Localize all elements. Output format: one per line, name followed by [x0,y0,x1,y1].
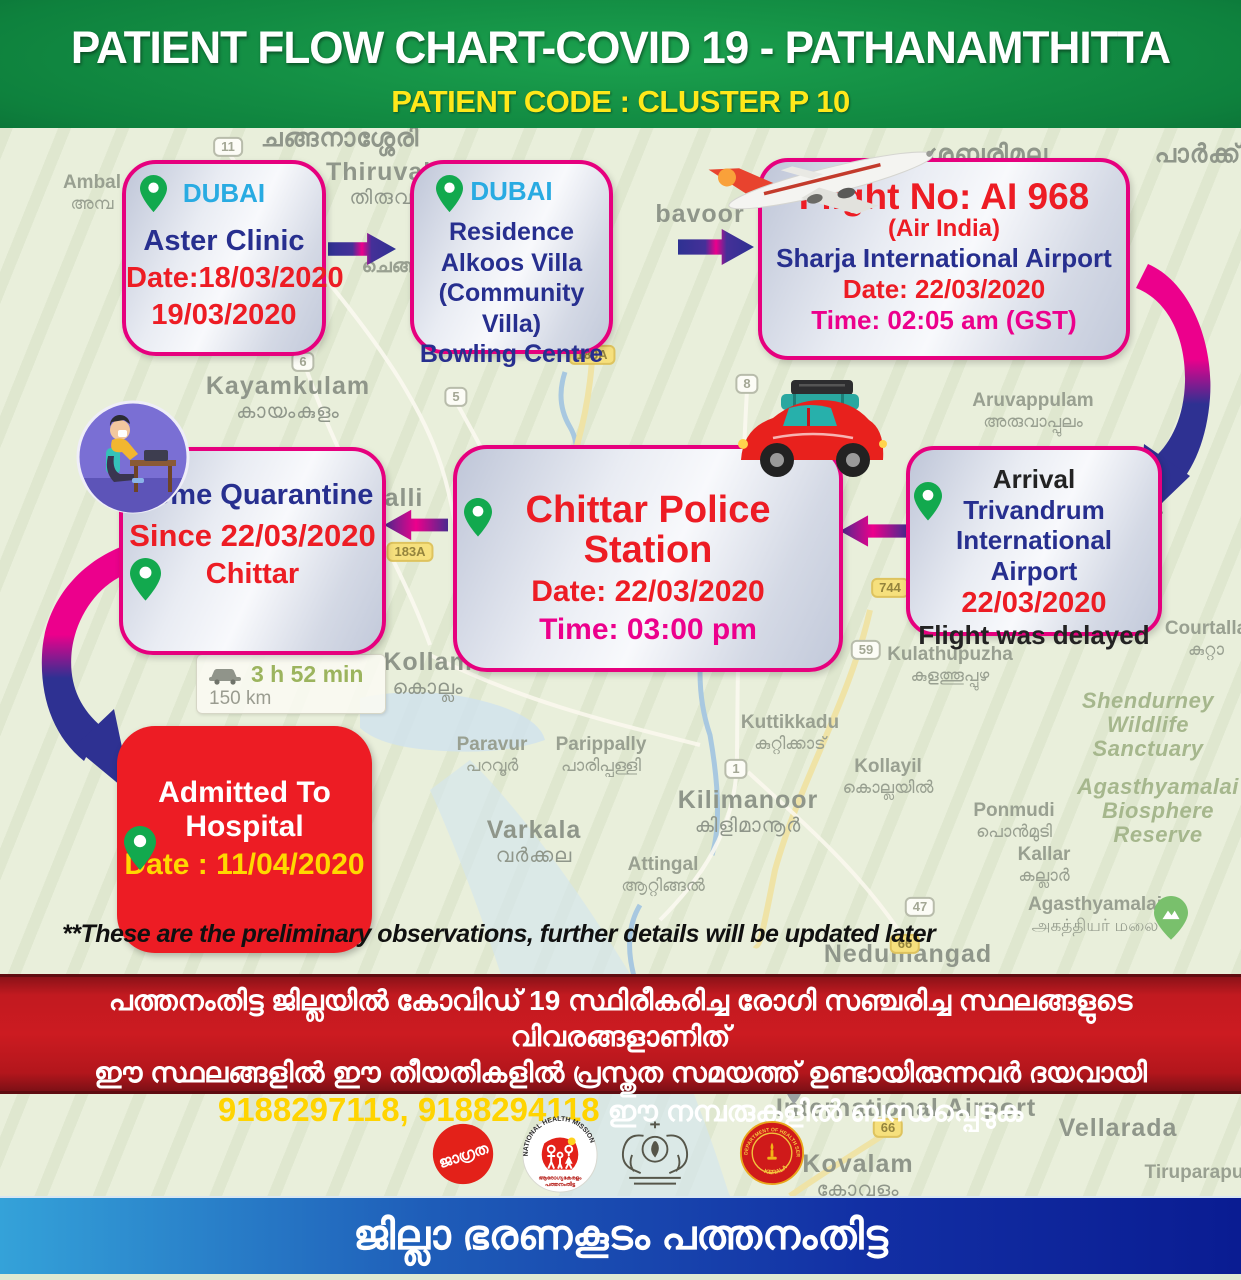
header-banner: PATIENT FLOW CHART-COVID 19 - PATHANAMTH… [0,0,1241,128]
footer-banner: ജില്ലാ ഭരണകൂടം പത്തനംതിട്ട [0,1196,1241,1280]
flight-carrier: (Air India) [888,215,1000,242]
location-label: DUBAI [470,176,553,206]
arrow-left-icon [840,515,906,547]
route-distance: 150 km [209,688,272,709]
location-pin-icon [436,175,463,217]
location-pin-icon [140,175,167,217]
arrow-left-icon [384,509,448,541]
arrival-city: Trivandrum [963,494,1105,525]
patient-code: PATIENT CODE : CLUSTER P 10 [391,84,850,119]
clinic-name: Aster Clinic [143,225,305,257]
police-visit-date: Date: 22/03/2020 [531,574,765,608]
location-pin-icon [124,826,156,875]
quarantine-place: Chittar [205,558,300,590]
flow-box-home-quarantine: Home Quarantine Since 22/03/2020 Chittar [119,447,386,655]
location-pin-icon [914,482,942,526]
quarantine-since: Since 22/03/2020 [129,518,376,553]
dhs-kerala-logo: DEPARTMENT OF HEALTH SERVICES KERALA [737,1116,805,1191]
person-quarantine-illustration [76,400,190,514]
residence-line: (Community Villa) [438,279,585,338]
lamp-icon [767,1142,777,1160]
police-visit-time: Time: 03:00 pm [539,612,757,646]
location-pin-icon [130,558,161,606]
poster-title: PATIENT FLOW CHART-COVID 19 - PATHANAMTH… [70,22,1171,73]
banner-line-1: പത്തനംതിട്ട ജില്ലയിൽ കോവിഡ് 19 സ്ഥിരീകരി… [108,985,1133,1052]
arrival-airport: International Airport [955,525,1112,587]
route-info-box: 3 h 52 min 150 km [196,654,386,714]
departure-airport: Sharja International Airport [776,243,1112,273]
family-figures [546,1144,574,1170]
flow-box-police-station: Chittar Police Station Date: 22/03/2020 … [453,445,843,672]
banner-line-2: ഈ സ്ഥലങ്ങളിൽ ഈ തീയതികളിൽ പ്രസ്തുത സമയത്ത… [94,1057,1147,1088]
airplane-illustration [708,150,934,215]
banner-line-3-text: ഈ നമ്പരുകളിൽ ബന്ധപ്പെടുക [599,1096,1024,1128]
location-label: DUBAI [182,178,266,208]
visit-date-1: Date:18/03/2020 [126,262,344,294]
flow-box-hospital: Admitted To Hospital Date : 11/04/2020 [117,726,372,953]
police-station-name: Chittar Police Station [525,489,771,571]
nhm-logo: NATIONAL HEALTH MISSION ആരോഗ്യകേരളം പത്ത… [521,1116,599,1199]
car-icon [209,668,241,685]
arrival-note: Flight was delayed [918,619,1150,650]
flight-time: Time: 02:05 am (GST) [811,305,1077,335]
nhm-subtext-1: ആരോഗ്യകേരളം [539,1175,583,1181]
route-duration: 3 h 52 min [251,661,364,687]
nhm-subtext-2: പത്തനംതിട്ട [545,1181,576,1188]
footer-text: ജില്ലാ ഭരണകൂടം പത്തനംതിട്ട [353,1212,888,1258]
arrival-label: Arrival [992,464,1076,494]
hospital-label: Admitted To Hospital [158,776,331,843]
flight-date: Date: 22/03/2020 [842,274,1046,304]
jagratha-logo: ജാഗ്രത [430,1121,496,1192]
residence-line: Bowling Centre [419,340,604,368]
hospital-date: Date : 11/04/2020 [124,848,365,881]
arrival-date: 22/03/2020 [961,586,1107,619]
contact-banner: പത്തനംതിട്ട ജില്ലയിൽ കോവിഡ് 19 സ്ഥിരീകരി… [0,974,1241,1128]
residence-line: Residence [448,218,575,246]
flow-box-arrival: Arrival Trivandrum International Airport… [906,446,1162,650]
visit-date-2: 19/03/2020 [151,299,297,332]
banner-line-3: 9188297118, 9188294118 ഈ നമ്പരുകളിൽ ബന്ധ… [0,1091,1241,1131]
location-pin-icon [464,498,492,542]
residence-line: Alkoos Villa [440,248,583,277]
arrow-right-icon [328,232,396,266]
contact-phone-numbers: 9188297118, 9188294118 [217,1091,600,1128]
kerala-government-emblem [612,1114,698,1199]
car-illustration [738,380,887,477]
mountain-pin-icon [1154,896,1188,945]
arrow-right-icon [678,228,754,266]
footnote: **These are the preliminary observations… [62,920,936,948]
